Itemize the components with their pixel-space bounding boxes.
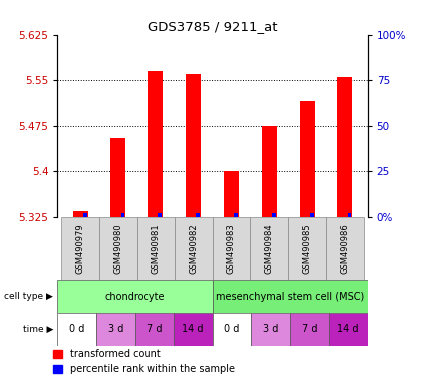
Legend: transformed count, percentile rank within the sample: transformed count, percentile rank withi… xyxy=(49,346,239,378)
Bar xyxy=(159,213,162,217)
Bar xyxy=(83,213,87,217)
Bar xyxy=(137,217,175,280)
Bar xyxy=(326,217,364,280)
Text: 3 d: 3 d xyxy=(108,324,123,334)
Bar xyxy=(110,138,125,217)
Text: 7 d: 7 d xyxy=(302,324,317,334)
Bar xyxy=(288,217,326,280)
Text: GSM490984: GSM490984 xyxy=(265,223,274,274)
Text: GSM490985: GSM490985 xyxy=(303,223,312,274)
Bar xyxy=(250,217,288,280)
Bar xyxy=(73,211,88,217)
Bar xyxy=(174,313,212,346)
Bar xyxy=(148,71,163,217)
Text: GSM490986: GSM490986 xyxy=(340,223,349,274)
Bar xyxy=(96,313,135,346)
Bar xyxy=(290,313,329,346)
Text: GSM490980: GSM490980 xyxy=(113,223,122,274)
Text: GSM490979: GSM490979 xyxy=(76,223,85,274)
Text: mesenchymal stem cell (MSC): mesenchymal stem cell (MSC) xyxy=(216,291,364,302)
Bar xyxy=(272,213,276,217)
Bar xyxy=(61,217,99,280)
Bar xyxy=(251,313,290,346)
Bar xyxy=(186,74,201,217)
Bar xyxy=(196,213,200,217)
Bar xyxy=(234,213,238,217)
Bar xyxy=(121,213,125,217)
Text: 14 d: 14 d xyxy=(337,324,359,334)
Bar xyxy=(57,313,96,346)
Text: 0 d: 0 d xyxy=(69,324,85,334)
Bar xyxy=(135,313,174,346)
Bar xyxy=(337,77,352,217)
Bar xyxy=(329,313,368,346)
Text: GSM490981: GSM490981 xyxy=(151,223,160,274)
Bar xyxy=(57,280,212,313)
Bar xyxy=(212,313,251,346)
Bar xyxy=(310,213,314,217)
Text: GSM490982: GSM490982 xyxy=(189,223,198,274)
Text: chondrocyte: chondrocyte xyxy=(105,291,165,302)
Bar xyxy=(348,213,351,217)
Bar xyxy=(300,101,314,217)
Text: cell type ▶: cell type ▶ xyxy=(4,292,53,301)
Bar xyxy=(212,280,368,313)
Bar xyxy=(212,217,250,280)
Text: 3 d: 3 d xyxy=(263,324,278,334)
Bar xyxy=(224,171,239,217)
Text: time ▶: time ▶ xyxy=(23,325,53,334)
Bar xyxy=(262,126,277,217)
Text: 14 d: 14 d xyxy=(182,324,204,334)
Bar xyxy=(99,217,137,280)
Title: GDS3785 / 9211_at: GDS3785 / 9211_at xyxy=(148,20,277,33)
Text: GSM490983: GSM490983 xyxy=(227,223,236,274)
Text: 7 d: 7 d xyxy=(147,324,162,334)
Text: 0 d: 0 d xyxy=(224,324,240,334)
Bar xyxy=(175,217,212,280)
